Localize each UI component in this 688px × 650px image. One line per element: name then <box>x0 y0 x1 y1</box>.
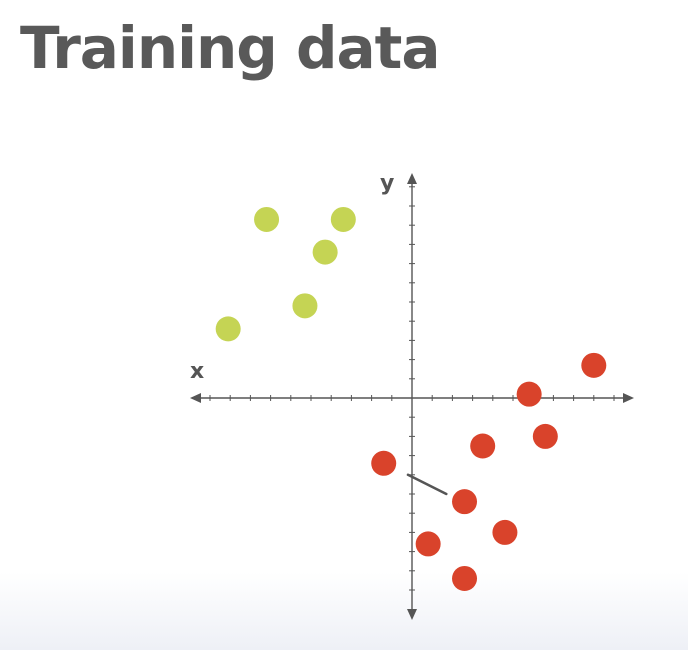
x-axis-label: x <box>190 359 204 384</box>
data-point <box>292 293 318 319</box>
y-axis-arrow-up <box>407 173 417 184</box>
page-title: Training data <box>20 14 441 82</box>
data-point <box>312 239 338 265</box>
series-1 <box>215 206 356 342</box>
data-point <box>330 206 356 232</box>
y-axis-arrow-down <box>407 609 417 620</box>
data-point <box>452 565 478 591</box>
y-axis-label: y <box>380 171 394 196</box>
data-points <box>215 206 607 591</box>
series-2 <box>371 352 607 591</box>
x-axis-arrow-right <box>623 393 634 403</box>
data-point <box>532 423 558 449</box>
data-point <box>516 381 542 407</box>
data-point <box>254 206 280 232</box>
axes <box>190 173 634 620</box>
annotation-line <box>406 473 448 496</box>
data-point <box>452 489 478 515</box>
data-point <box>492 519 518 545</box>
annotations <box>406 473 448 496</box>
data-point <box>371 450 397 476</box>
data-point <box>470 433 496 459</box>
data-point <box>581 352 607 378</box>
data-point <box>415 531 441 557</box>
data-point <box>215 316 241 342</box>
x-axis-arrow-left <box>190 393 201 403</box>
